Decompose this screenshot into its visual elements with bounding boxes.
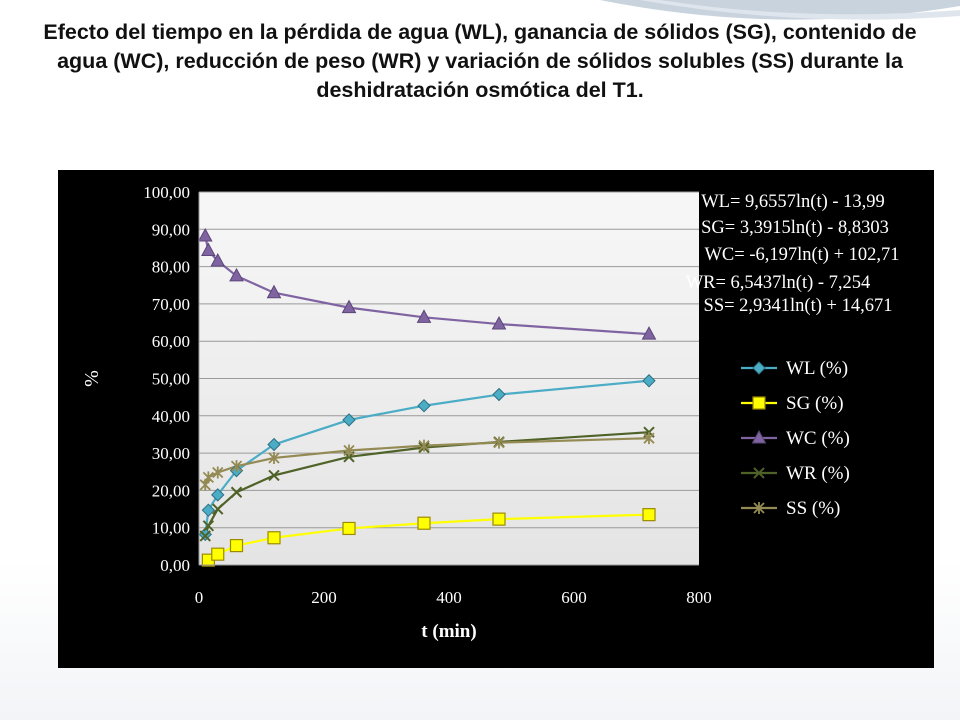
y-tick-label: 20,00 — [152, 481, 190, 500]
data-point-sg — [492, 512, 506, 526]
y-tick-label: 0,00 — [160, 556, 190, 575]
data-point-ss — [202, 471, 215, 484]
y-axis-title: % — [81, 370, 103, 387]
data-point-wc — [201, 242, 216, 257]
trendline-equation-wl: WL= 9,6557ln(t) - 13,99 — [701, 192, 885, 212]
data-point-ss — [343, 444, 355, 457]
trendline-equation-sg: SG= 3,3915ln(t) - 8,8303 — [701, 218, 889, 238]
slide-title: Efecto del tiempo en la pérdida de agua … — [43, 20, 917, 102]
legend-marker — [753, 467, 765, 479]
trendline-equation-wr: WR= 6,5437ln(t) - 7,254 — [686, 273, 871, 293]
data-point-wr — [199, 530, 211, 542]
chart-panel: 0,00 10,00 20,00 30,00 40,00 50,00 60,00 70,00 8… — [58, 170, 934, 668]
legend-marker — [752, 396, 766, 410]
trendline-equation-ss: SS= 2,9341ln(t) + 14,671 — [704, 296, 893, 316]
data-point-wc — [197, 227, 213, 242]
x-tick-label: 200 — [311, 588, 337, 607]
data-point-ss — [230, 460, 243, 473]
legend-label: WL (%) — [786, 358, 848, 379]
data-point-wl — [342, 413, 356, 427]
decorative-swoosh — [600, 0, 960, 20]
y-tick-label: 60,00 — [152, 332, 190, 351]
data-point-sg — [342, 521, 356, 536]
legend-label: WR (%) — [786, 463, 850, 484]
legend-item-wl: WL (%) — [741, 358, 848, 379]
y-tick-label: 100,00 — [143, 183, 190, 202]
data-point-wc — [229, 267, 244, 282]
data-point-wc — [341, 299, 357, 314]
x-tick-label: 600 — [561, 588, 587, 607]
data-point-sg — [642, 508, 656, 522]
data-point-sg — [229, 539, 244, 553]
legend-marker — [753, 502, 765, 514]
legend-label: SG (%) — [786, 393, 844, 414]
data-point-sg — [417, 516, 431, 530]
y-tick-label: 80,00 — [152, 258, 190, 277]
x-tick-label: 400 — [436, 588, 462, 607]
data-point-ss — [643, 432, 655, 445]
y-tick-label: 70,00 — [152, 295, 190, 314]
data-point-wr — [268, 469, 280, 482]
data-point-ss — [212, 466, 224, 479]
data-point-wc — [210, 252, 226, 267]
data-point-wr — [230, 486, 243, 498]
y-tick-label: 10,00 — [152, 519, 190, 538]
trendline-equation-wc: WC= -6,197ln(t) + 102,71 — [704, 245, 899, 265]
data-point-ss — [418, 439, 430, 452]
legend-item-ss: SS (%) — [741, 498, 840, 519]
data-point-wl — [417, 399, 431, 413]
data-point-wc — [491, 315, 507, 330]
data-point-wl — [201, 503, 216, 517]
legend-marker — [751, 429, 767, 444]
x-axis-title: t (min) — [421, 621, 476, 642]
y-tick-label: 90,00 — [152, 220, 190, 239]
data-point-sg — [267, 531, 281, 545]
legend-item-wr: WR (%) — [741, 463, 850, 484]
data-point-sg — [211, 547, 225, 561]
chart-svg: 0,00 10,00 20,00 30,00 40,00 50,00 60,00 70,00 8… — [81, 183, 900, 642]
legend-item-wc: WC (%) — [741, 428, 850, 449]
data-point-wl — [492, 387, 506, 402]
y-tick-label: 30,00 — [152, 444, 190, 463]
data-point-ss — [493, 436, 505, 449]
x-tick-label: 800 — [686, 588, 712, 607]
legend-item-sg: SG (%) — [741, 393, 844, 414]
data-point-wc — [266, 284, 282, 299]
legend-label: WC (%) — [786, 428, 850, 449]
data-point-wr — [212, 503, 224, 515]
y-tick-label: 50,00 — [152, 370, 190, 389]
data-point-wc — [641, 326, 657, 340]
data-point-wl — [267, 437, 281, 452]
y-tick-label: 40,00 — [152, 407, 190, 426]
data-point-wr — [202, 520, 215, 532]
data-point-wc — [416, 309, 432, 323]
x-tick-label: 0 — [195, 588, 204, 607]
data-point-ss — [268, 451, 280, 464]
legend-label: SS (%) — [786, 498, 840, 519]
data-point-wl — [211, 488, 225, 502]
data-point-wl — [642, 374, 656, 388]
legend-marker — [752, 361, 766, 375]
